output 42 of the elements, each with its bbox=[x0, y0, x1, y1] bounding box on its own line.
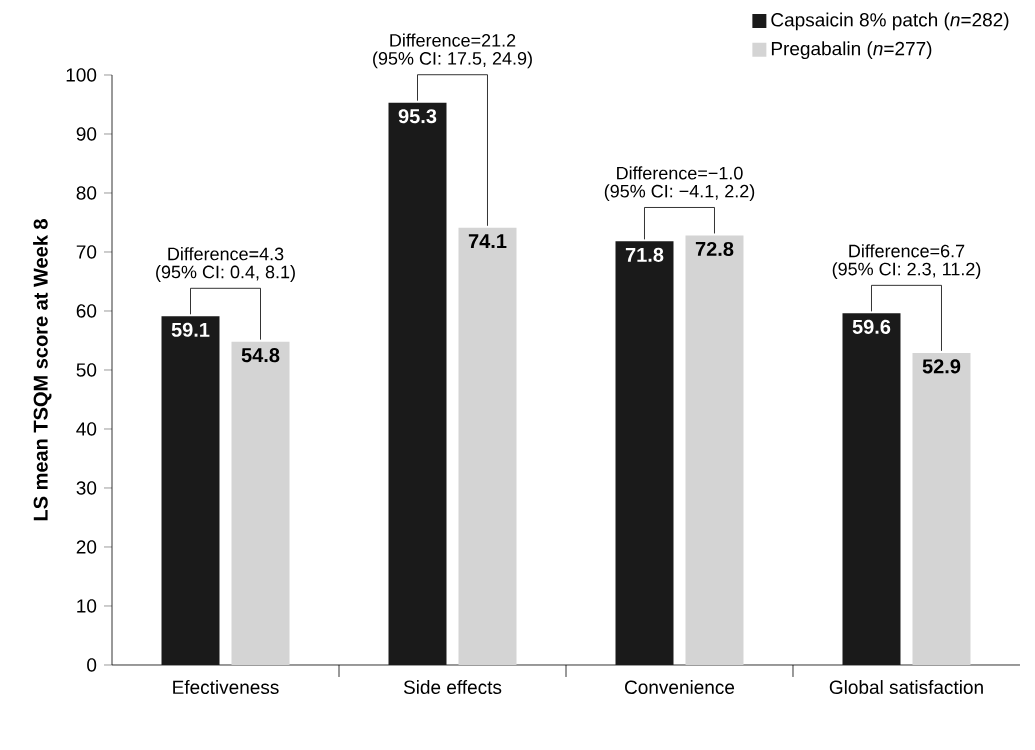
bar bbox=[615, 241, 674, 665]
y-tick-label: 20 bbox=[76, 540, 97, 554]
bar bbox=[685, 235, 744, 665]
data-label: 95.3 bbox=[398, 109, 437, 124]
x-tick-label: Side effects bbox=[403, 680, 502, 695]
y-tick-label: 10 bbox=[77, 599, 97, 613]
y-tick-label: 30 bbox=[76, 481, 97, 495]
x-tick-label: Convenience bbox=[625, 680, 735, 695]
y-tick-label: 40 bbox=[76, 422, 97, 436]
data-label: 59.1 bbox=[171, 322, 210, 337]
y-tick-label: 90 bbox=[76, 127, 97, 141]
data-label: 52.9 bbox=[922, 359, 961, 374]
text: (95% CI: 17.5, 24.9) bbox=[373, 51, 532, 69]
text: Difference=21.2 bbox=[390, 33, 516, 47]
annotation: (95% CI: −4.1, 2.2) bbox=[604, 184, 755, 202]
data-label: 72.8 bbox=[695, 241, 734, 257]
legend-label: Capsaicin 8% patch (n=282) bbox=[771, 12, 1009, 31]
data-label: 54.8 bbox=[241, 348, 280, 363]
y-tick-label: 100 bbox=[66, 68, 97, 82]
y-tick-label: 80 bbox=[76, 186, 97, 200]
bar bbox=[231, 341, 290, 665]
annotation: Difference=6.7 bbox=[849, 244, 965, 258]
annotation: Difference=4.3 bbox=[168, 247, 284, 261]
y-tick-label: 70 bbox=[76, 245, 97, 259]
bar bbox=[458, 227, 517, 665]
legend-label: Pregabalin (n=277) bbox=[771, 41, 932, 60]
y-axis-title: LS mean TSQM score at Week 8 bbox=[33, 219, 52, 521]
y-tick-label: 0 bbox=[87, 658, 97, 672]
x-tick-label: Efectiveness bbox=[173, 680, 279, 695]
x-tick-label: Global satisfaction bbox=[829, 680, 983, 695]
data-label: 74.1 bbox=[468, 234, 507, 248]
bar bbox=[912, 352, 971, 665]
y-tick-label: 60 bbox=[76, 304, 97, 318]
annotation: (95% CI: 0.4, 8.1) bbox=[156, 265, 295, 282]
data-label: 71.8 bbox=[625, 247, 664, 262]
y-tick-label: 50 bbox=[76, 363, 97, 377]
data-label: 59.6 bbox=[852, 319, 891, 334]
annotation: Difference=−1.0 bbox=[617, 166, 743, 180]
annotation: (95% CI: 2.3, 11.2) bbox=[832, 262, 981, 279]
bar bbox=[842, 313, 901, 665]
bar bbox=[161, 316, 220, 665]
bar bbox=[388, 102, 447, 665]
